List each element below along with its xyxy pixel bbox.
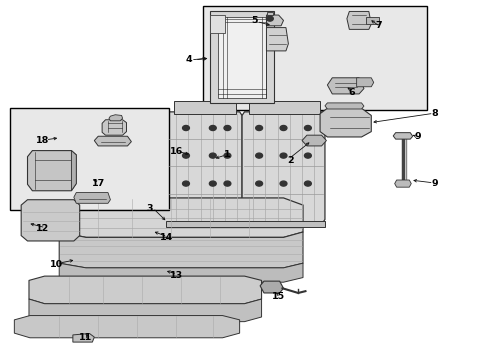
Polygon shape (210, 15, 224, 33)
Text: 12: 12 (36, 224, 49, 233)
Text: 7: 7 (374, 21, 381, 30)
Polygon shape (249, 101, 320, 114)
Circle shape (224, 126, 230, 131)
Text: 17: 17 (91, 179, 104, 188)
Text: 13: 13 (169, 270, 183, 279)
Circle shape (224, 181, 230, 186)
Text: 14: 14 (160, 233, 173, 242)
Text: 18: 18 (36, 136, 49, 145)
Text: 5: 5 (250, 16, 257, 25)
Polygon shape (59, 263, 303, 282)
Text: 4: 4 (185, 55, 191, 64)
Polygon shape (102, 120, 126, 135)
Text: 11: 11 (79, 333, 92, 342)
Polygon shape (217, 17, 266, 98)
Text: 16: 16 (169, 147, 183, 156)
Polygon shape (73, 333, 94, 342)
Polygon shape (210, 12, 273, 103)
Circle shape (209, 153, 216, 158)
Polygon shape (166, 112, 242, 223)
Circle shape (304, 153, 311, 158)
Circle shape (280, 153, 286, 158)
Text: 10: 10 (50, 260, 63, 269)
Polygon shape (71, 150, 76, 191)
Circle shape (182, 153, 189, 158)
Circle shape (304, 181, 311, 186)
Circle shape (280, 181, 286, 186)
Circle shape (255, 126, 262, 131)
Polygon shape (109, 115, 122, 121)
Polygon shape (266, 28, 288, 51)
Polygon shape (394, 180, 410, 187)
Text: 8: 8 (430, 109, 437, 118)
Polygon shape (74, 193, 110, 203)
Polygon shape (302, 135, 326, 146)
Text: 3: 3 (146, 204, 152, 213)
Circle shape (224, 153, 230, 158)
Circle shape (255, 153, 262, 158)
Polygon shape (14, 316, 239, 338)
Text: 9: 9 (413, 132, 420, 141)
Polygon shape (260, 281, 283, 293)
Polygon shape (21, 200, 80, 241)
Circle shape (266, 16, 273, 21)
Circle shape (182, 181, 189, 186)
Polygon shape (29, 276, 261, 304)
Circle shape (255, 181, 262, 186)
Polygon shape (242, 112, 325, 223)
Text: 1: 1 (224, 150, 230, 159)
Text: 2: 2 (287, 156, 294, 165)
Polygon shape (59, 198, 303, 237)
Polygon shape (325, 103, 363, 109)
Polygon shape (346, 12, 370, 30)
Polygon shape (166, 221, 325, 226)
Circle shape (209, 181, 216, 186)
Text: 9: 9 (430, 179, 437, 188)
Polygon shape (94, 136, 131, 146)
Polygon shape (392, 133, 412, 139)
Text: 6: 6 (348, 87, 354, 96)
Text: 15: 15 (271, 292, 285, 301)
Circle shape (304, 126, 311, 131)
Polygon shape (173, 101, 235, 114)
Polygon shape (356, 78, 373, 87)
Polygon shape (29, 299, 261, 321)
Circle shape (209, 126, 216, 131)
Bar (203, 6, 427, 110)
Polygon shape (327, 78, 363, 94)
Bar (10, 108, 168, 211)
Polygon shape (266, 15, 283, 26)
Polygon shape (267, 12, 272, 15)
Polygon shape (59, 232, 303, 268)
Polygon shape (320, 108, 370, 137)
Circle shape (182, 126, 189, 131)
Polygon shape (27, 150, 76, 191)
Circle shape (280, 126, 286, 131)
Polygon shape (366, 17, 378, 24)
